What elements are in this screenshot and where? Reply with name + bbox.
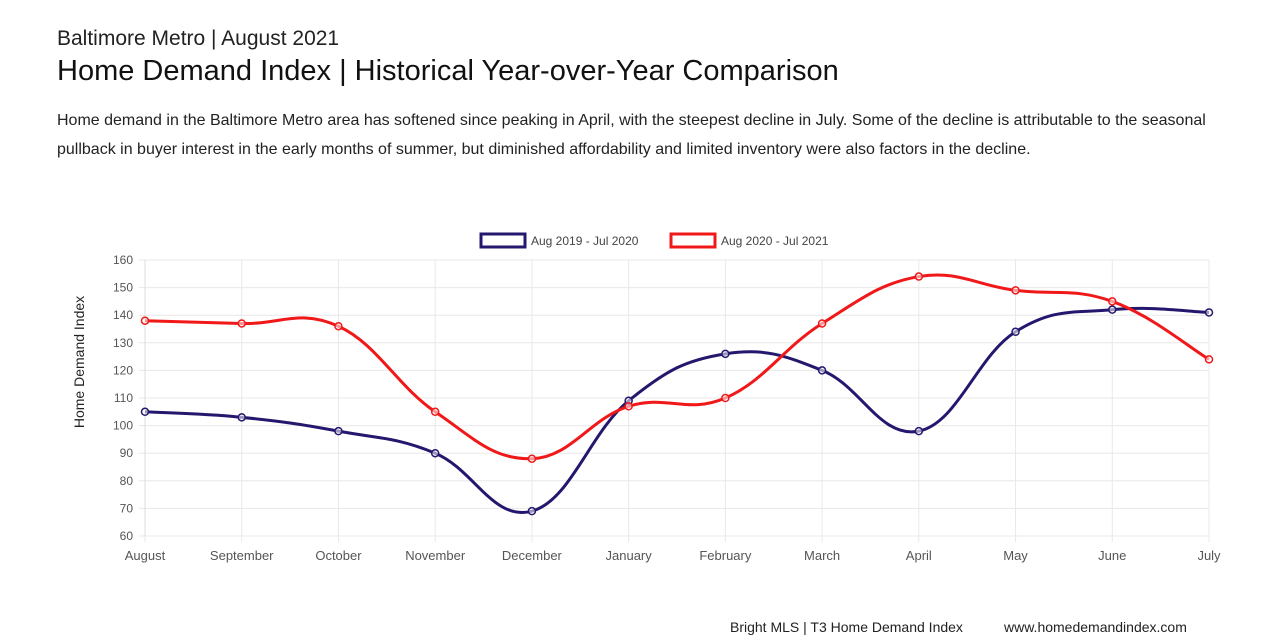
y-tick-label: 140 (113, 308, 133, 322)
data-point[interactable] (914, 272, 924, 281)
data-point[interactable] (1204, 308, 1214, 317)
chart-description: Home demand in the Baltimore Metro area … (57, 112, 1206, 158)
data-point[interactable] (334, 321, 343, 331)
series-line-0 (144, 306, 1210, 515)
x-tick-label: June (1098, 548, 1126, 563)
data-point[interactable] (237, 413, 246, 422)
data-point[interactable] (527, 454, 537, 463)
data-point[interactable] (1204, 355, 1214, 364)
footer-source: Bright MLS | T3 Home Demand Index (730, 619, 963, 635)
y-tick-label: 100 (113, 419, 133, 433)
legend-swatch-series-1 (669, 232, 717, 249)
y-tick-label: 160 (113, 253, 133, 267)
data-point[interactable] (817, 366, 827, 375)
x-tick-label: October (315, 548, 362, 563)
x-tick-label: May (1003, 548, 1028, 563)
x-tick-label: March (804, 548, 840, 563)
legend-swatch-series-0 (479, 232, 527, 249)
legend-label-series-1: Aug 2020 - Jul 2021 (721, 234, 829, 248)
y-tick-label: 150 (113, 281, 133, 295)
data-point[interactable] (140, 407, 150, 417)
legend-item-series-0[interactable]: Aug 2019 - Jul 2020 (479, 232, 639, 249)
series-layer (140, 272, 1214, 516)
legend-label-series-0: Aug 2019 - Jul 2020 (531, 234, 639, 248)
x-axis: August September October November December Ja… (125, 548, 1221, 563)
data-point[interactable] (430, 407, 440, 417)
data-point[interactable] (1011, 286, 1020, 295)
y-axis: 60 70 80 90 100 110 120 130 140 150 160 (113, 253, 133, 543)
x-tick-label: August (125, 548, 166, 563)
x-tick-label: April (906, 548, 932, 563)
data-point[interactable] (914, 426, 924, 436)
x-tick-label: December (502, 548, 563, 563)
y-axis-title: Home Demand Index (71, 296, 87, 428)
x-tick-label: February (699, 548, 752, 563)
x-tick-label: November (405, 548, 466, 563)
x-tick-label: January (606, 548, 653, 563)
data-point[interactable] (527, 506, 537, 516)
data-point[interactable] (334, 426, 343, 436)
footer-url: www.homedemandindex.com (1004, 619, 1187, 635)
x-tick-label: September (210, 548, 274, 563)
data-point[interactable] (817, 319, 827, 328)
legend: Aug 2019 - Jul 2020 Aug 2020 - Jul 2021 (479, 232, 829, 249)
y-tick-label: 80 (120, 474, 134, 488)
y-tick-label: 130 (113, 336, 133, 350)
data-point[interactable] (237, 319, 246, 328)
line-chart: Aug 2019 - Jul 2020 Aug 2020 - Jul 2021 … (71, 232, 1221, 563)
y-tick-label: 90 (120, 446, 134, 460)
chart-subtitle: Baltimore Metro | August 2021 (57, 27, 340, 50)
data-point[interactable] (1108, 305, 1117, 314)
y-tick-label: 120 (113, 363, 133, 377)
chart-title: Home Demand Index | Historical Year-over… (57, 55, 839, 87)
data-point[interactable] (624, 402, 633, 411)
data-point[interactable] (430, 448, 440, 458)
data-point[interactable] (721, 393, 730, 403)
x-tick-label: July (1197, 548, 1221, 563)
y-tick-label: 70 (120, 501, 134, 515)
y-tick-label: 60 (120, 529, 134, 543)
data-point[interactable] (1011, 327, 1020, 337)
y-tick-label: 110 (114, 391, 133, 405)
data-point[interactable] (1108, 297, 1117, 306)
data-point[interactable] (140, 316, 150, 325)
grid (139, 259, 1210, 542)
data-point[interactable] (721, 349, 730, 359)
legend-item-series-1[interactable]: Aug 2020 - Jul 2021 (669, 232, 829, 249)
